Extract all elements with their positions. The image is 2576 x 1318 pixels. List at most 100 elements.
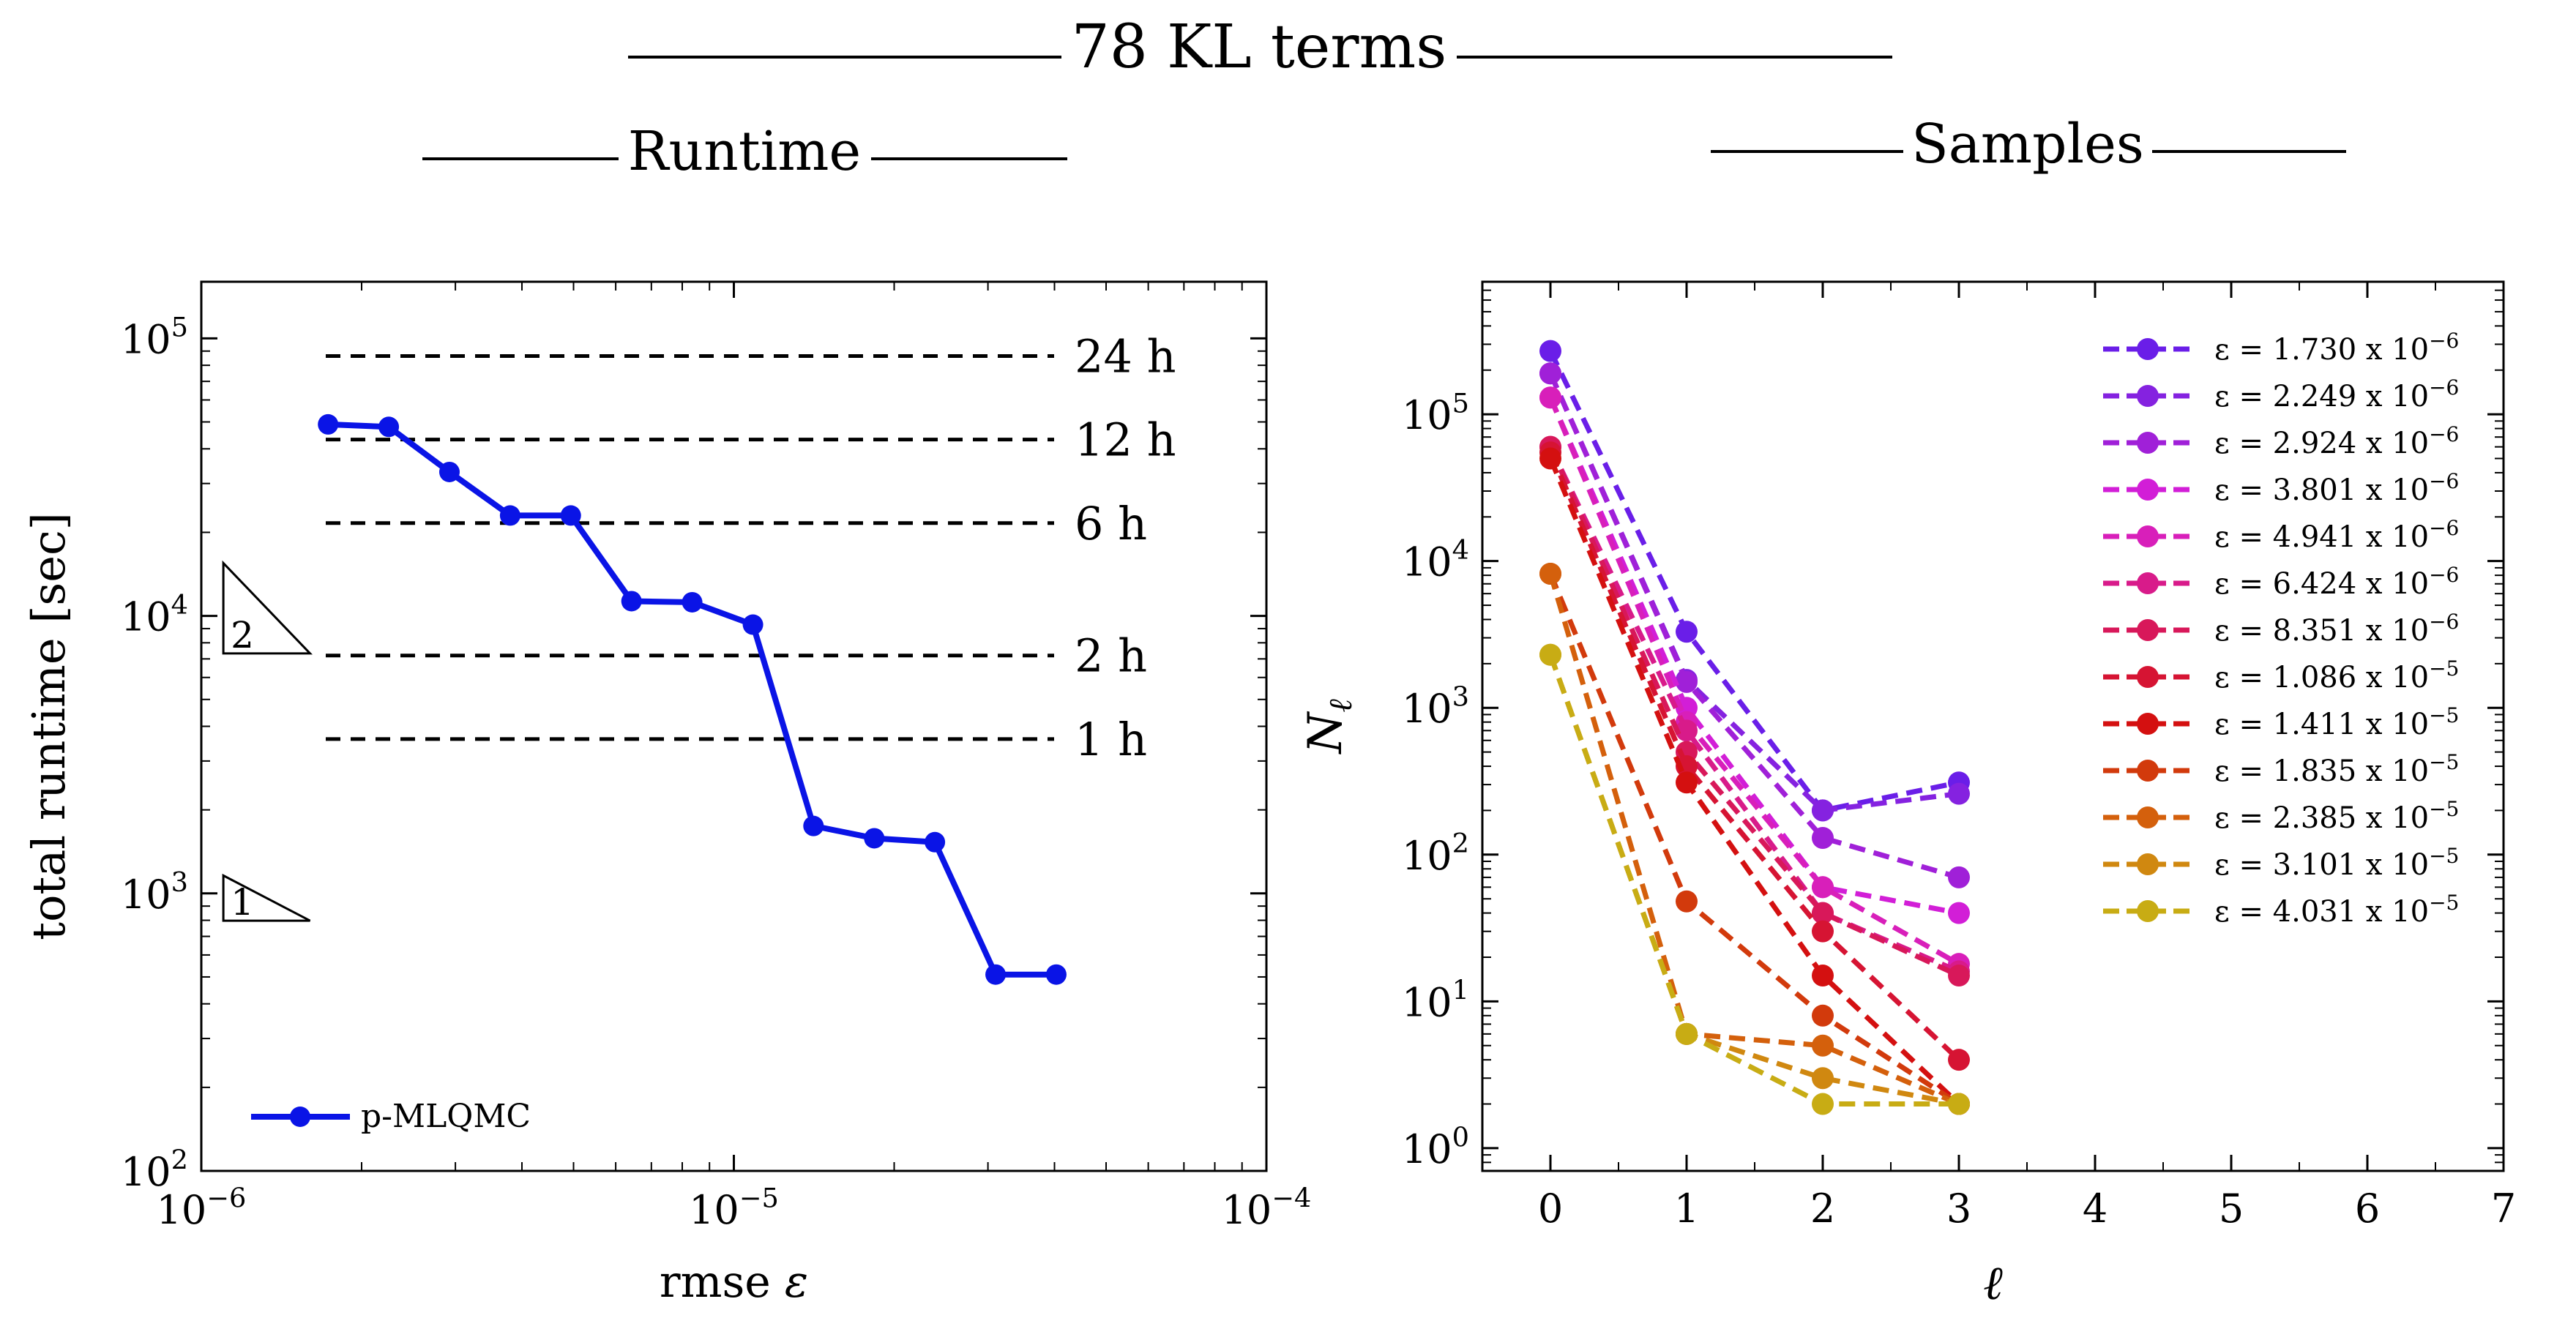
legend-marker [2137,432,2159,454]
samples-series-line [1548,372,1960,814]
samples-series-line [1548,446,1960,978]
samples-data-point [1539,386,1561,409]
samples-series-line [1548,572,1960,1107]
samples-series-line [1548,396,1960,967]
slope-triangle-2-label: 2 [231,614,254,656]
samples-series-line [1548,451,1961,1062]
legend-label: ε = 8.351 x 10−6 [2214,610,2459,648]
samples-x-tick-label: 4 [2083,1186,2108,1232]
runtime-data-point [985,964,1007,985]
samples-data-point [1812,902,1834,924]
samples-data-point [1676,890,1698,913]
samples-data-point [1539,447,1561,470]
runtime-data-point [1045,964,1067,985]
samples-data-point [1948,902,1970,924]
samples-y-axis-label: Nℓ [1299,699,1359,755]
samples-x-tick-label: 7 [2491,1186,2516,1232]
samples-chart: 0 1 2 3 4 5 6 7 100 101 102 103 104 105 ℓ Nℓ ε = 1.730 x… [1299,280,2516,1311]
samples-series-line [1548,396,1960,916]
samples-x-tick-label: 3 [1946,1186,1971,1232]
samples-x-axis-label: ℓ [1983,1257,2003,1311]
samples-data-point [1676,621,1698,643]
runtime-data-point [864,828,885,849]
samples-y-tick-label: 100 [1402,1121,1469,1172]
samples-y-tick-label: 104 [1402,534,1469,585]
legend-marker [2137,572,2159,594]
runtime-series-line [328,421,1056,978]
samples-data-point [1812,876,1834,899]
samples-x-tick-label: 2 [1810,1186,1835,1232]
legend-marker [2137,525,2159,547]
runtime-data-point [621,591,642,612]
samples-series-line [1548,350,1960,814]
slope-triangle-2 [222,560,313,655]
samples-data-point [1676,719,1698,742]
runtime-data-point [438,461,460,482]
reference-line-label: 24 h [1075,329,1176,383]
legend-marker [290,1107,310,1127]
runtime-data-point [560,505,581,526]
legend-label: ε = 1.730 x 10−6 [2214,329,2459,367]
samples-series-line [1548,572,1960,1107]
legend-label: ε = 6.424 x 10−6 [2214,563,2459,601]
reference-line-label: 6 h [1075,497,1147,550]
legend-label: ε = 4.941 x 10−6 [2214,516,2459,554]
legend-label: ε = 3.101 x 10−5 [2214,844,2459,882]
samples-y-tick-label: 101 [1402,975,1469,1026]
samples-x-tick-label: 6 [2355,1186,2380,1232]
legend-marker [2137,666,2159,688]
legend-marker [2137,479,2159,501]
figure-title: 78 KL terms [1072,12,1447,82]
reference-line-label: 2 h [1075,629,1147,683]
samples-data-point [1948,965,1970,987]
runtime-y-axis-label: total runtime [sec] [22,512,75,940]
samples-plot-frame [1481,280,2505,1172]
samples-y-tick-label: 102 [1402,828,1469,879]
legend-marker [2137,338,2159,360]
runtime-data-point [378,416,400,438]
runtime-data-point [742,614,764,635]
samples-data-point [1676,1022,1698,1045]
samples-data-point [1948,782,1970,805]
legend-marker [2137,713,2159,735]
samples-x-tick-label: 5 [2219,1186,2244,1232]
samples-x-tick-label: 0 [1538,1186,1563,1232]
legend-marker [2137,760,2159,782]
runtime-data-point [499,505,520,526]
legend-label: ε = 1.086 x 10−5 [2214,656,2459,694]
runtime-data-point [803,815,824,836]
samples-data-point [1676,670,1698,693]
runtime-data-point [318,413,339,435]
slope-triangle-1-label: 1 [231,881,254,924]
legend-marker [2137,385,2159,407]
legend-label: ε = 2.385 x 10−5 [2214,797,2459,835]
legend-label: ε = 1.835 x 10−5 [2214,750,2459,788]
legend-label: p-MLQMC [361,1098,531,1135]
runtime-y-tick-label: 105 [121,312,188,363]
samples-data-point [1812,1093,1834,1115]
figure-headings: 78 KL terms Runtime Samples [422,12,2346,183]
legend-label: ε = 3.801 x 10−6 [2214,469,2459,507]
samples-y-tick-label: 105 [1402,387,1469,438]
samples-series-line [1548,654,1959,1107]
runtime-data-point [682,591,703,613]
samples-data-point [1539,562,1561,585]
samples-data-point [1812,920,1834,943]
samples-data-point [1812,826,1834,849]
samples-series-line [1548,446,1960,974]
samples-data-point [1948,866,1970,888]
runtime-x-tick-label: 10−6 [157,1182,247,1233]
runtime-x-tick-label: 10−4 [1222,1182,1312,1233]
runtime-data-point [925,831,946,853]
runtime-y-tick-label: 102 [121,1144,188,1195]
samples-data-point [1812,965,1834,987]
samples-data-point [1539,362,1561,385]
runtime-y-tick-label: 104 [121,589,188,640]
legend-marker [2137,619,2159,641]
samples-data-point [1539,643,1561,666]
samples-data-point [1812,1004,1834,1027]
legend-marker [2137,853,2159,875]
legend-label: ε = 2.249 x 10−6 [2214,375,2459,413]
legend-label: ε = 4.031 x 10−5 [2214,891,2459,929]
